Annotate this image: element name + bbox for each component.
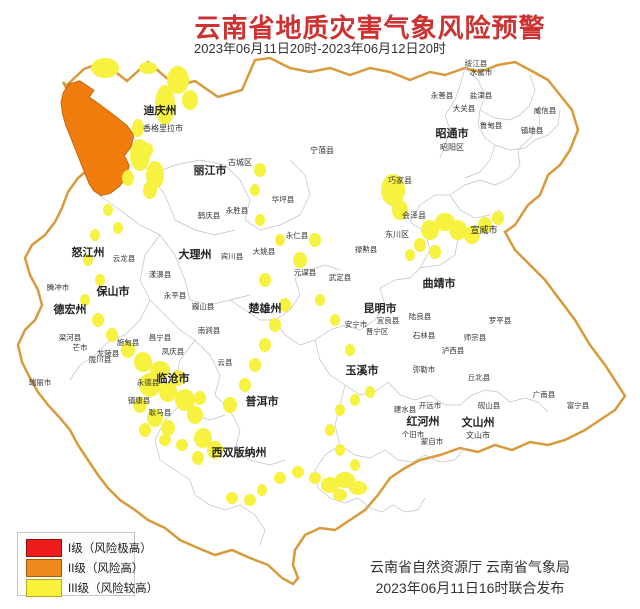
svg-text:施甸县: 施甸县 [117,337,140,347]
svg-text:香格里拉市: 香格里拉市 [143,123,183,133]
svg-text:永仁县: 永仁县 [286,230,309,240]
svg-text:元谋县: 元谋县 [294,268,317,277]
svg-text:石林县: 石林县 [413,330,436,340]
svg-text:宾川县: 宾川县 [221,251,244,261]
svg-text:昆明市: 昆明市 [364,301,397,315]
svg-text:安宁市: 安宁市 [345,319,368,329]
svg-text:梁河县: 梁河县 [59,333,82,342]
svg-text:西双版纳州: 西双版纳州 [212,445,267,459]
svg-text:云龙县: 云龙县 [113,253,136,263]
svg-text:罗平县: 罗平县 [489,316,512,325]
svg-text:大理州: 大理州 [179,247,212,261]
svg-text:耿马县: 耿马县 [149,408,172,417]
svg-text:大姚县: 大姚县 [253,246,276,256]
svg-text:巍山县: 巍山县 [192,301,215,311]
svg-text:龙陵县: 龙陵县 [97,348,120,358]
svg-text:镇雄县: 镇雄县 [521,125,544,135]
svg-text:蒙自市: 蒙自市 [421,436,444,446]
svg-text:会泽县: 会泽县 [402,210,426,220]
svg-text:泸西县: 泸西县 [442,345,465,355]
svg-text:迪庆州: 迪庆州 [144,103,177,117]
svg-text:瑞丽市: 瑞丽市 [29,377,52,387]
svg-text:丘北县: 丘北县 [468,373,491,382]
svg-text:文山市: 文山市 [466,430,490,440]
svg-text:开远市: 开远市 [419,400,442,410]
svg-text:永平县: 永平县 [164,290,187,300]
svg-text:宁蒗县: 宁蒗县 [310,145,334,155]
svg-text:禄勲县: 禄勲县 [355,244,378,254]
svg-text:弥勒市: 弥勒市 [413,364,436,374]
svg-text:晋宁区: 晋宁区 [366,326,389,336]
svg-text:文山州: 文山州 [462,415,495,429]
svg-text:广南县: 广南县 [533,389,556,399]
svg-text:绥江县: 绥江县 [465,58,488,68]
svg-text:师宗县: 师宗县 [464,332,487,342]
svg-text:威信县: 威信县 [534,105,557,115]
svg-text:华坪县: 华坪县 [272,194,295,204]
svg-text:腾冲市: 腾冲市 [47,282,70,292]
svg-text:临沧市: 临沧市 [157,371,190,385]
svg-text:盐津县: 盐津县 [470,90,493,100]
svg-text:云县: 云县 [218,358,233,367]
svg-text:建水县: 建水县 [394,404,417,414]
svg-text:怒江州: 怒江州 [72,245,105,259]
svg-text:昌宁县: 昌宁县 [149,332,172,342]
svg-text:昭阳区: 昭阳区 [440,143,464,152]
svg-text:永胜县: 永胜县 [226,205,249,215]
svg-text:陆良县: 陆良县 [409,311,432,321]
svg-text:保山市: 保山市 [96,284,130,298]
svg-text:楚雄州: 楚雄州 [249,301,282,315]
svg-text:普洱市: 普洱市 [246,394,279,408]
svg-text:宜良县: 宜良县 [377,315,400,325]
svg-text:凤庆县: 凤庆县 [162,346,185,356]
svg-text:古城区: 古城区 [228,157,252,167]
svg-text:昭通市: 昭通市 [436,126,469,140]
svg-text:漾濞县: 漾濞县 [149,269,172,279]
svg-text:巧家县: 巧家县 [388,175,412,185]
svg-text:鹤庆县: 鹤庆县 [198,210,221,220]
svg-text:镇康县: 镇康县 [128,395,151,405]
svg-text:武定县: 武定县 [329,272,352,282]
svg-text:芒市: 芒市 [73,342,88,352]
svg-text:大关县: 大关县 [453,103,476,113]
svg-text:丽江市: 丽江市 [194,163,227,177]
svg-text:永德县: 永德县 [137,377,160,387]
svg-text:德宏州: 德宏州 [53,302,87,316]
svg-text:砚山县: 砚山县 [478,400,501,410]
svg-text:水富市: 水富市 [470,67,493,77]
svg-text:曲靖市: 曲靖市 [423,276,456,290]
svg-text:永善县: 永善县 [431,90,454,100]
svg-text:南涧县: 南涧县 [198,325,221,335]
svg-text:红河州: 红河州 [407,414,440,428]
svg-text:富宁县: 富宁县 [567,400,590,410]
svg-text:鲁甸县: 鲁甸县 [480,120,503,130]
svg-text:宣威市: 宣威市 [470,224,497,235]
svg-text:玉溪市: 玉溪市 [346,363,379,377]
svg-text:东川区: 东川区 [385,229,409,239]
